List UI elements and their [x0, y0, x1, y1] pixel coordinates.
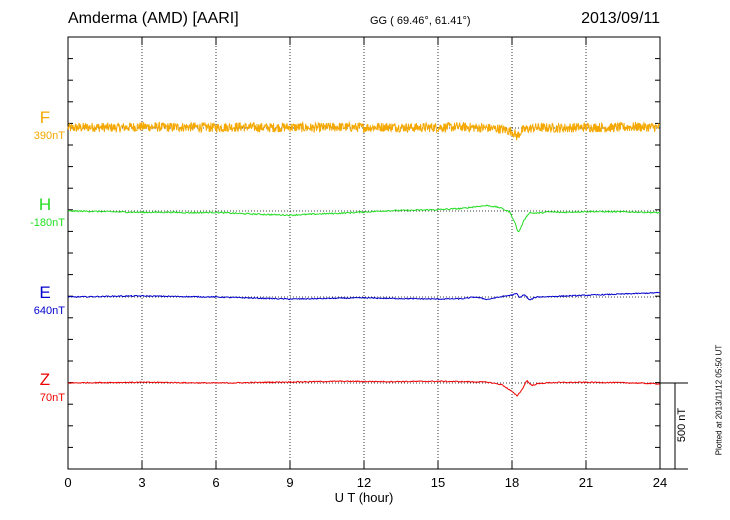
trace-E	[67, 291, 661, 301]
gridlines	[141, 37, 587, 469]
component-label-H: H	[38, 195, 52, 214]
plotted-note: Plotted at 2013/11/12 05:50 UT	[714, 344, 724, 456]
x-tick-label: 12	[356, 475, 372, 490]
x-tick-label: 3	[138, 475, 146, 490]
baseline-label-F: 390nT	[33, 130, 65, 142]
x-tick-label: 24	[652, 475, 668, 490]
baseline-label-H: -180nT	[30, 217, 65, 229]
baseline-label-E: 640nT	[33, 305, 65, 317]
station-title: Amderma (AMD) [AARI]	[68, 10, 239, 27]
x-tick-label: 0	[64, 475, 72, 490]
scale-bar-label: 500 nT	[676, 407, 688, 443]
date-label: 2013/09/11	[581, 10, 660, 27]
scale-bar	[660, 382, 688, 470]
baseline-label-Z: 70nT	[39, 392, 65, 404]
component-label-Z: Z	[39, 370, 51, 389]
x-tick-label: 15	[430, 475, 446, 490]
trace-Z	[67, 379, 661, 397]
x-axis-ticks	[67, 37, 661, 469]
trace-H	[67, 204, 661, 233]
trace-F	[67, 120, 661, 141]
x-tick-label: 9	[286, 475, 294, 490]
component-label-E: E	[39, 283, 51, 302]
x-tick-label: 21	[578, 475, 594, 490]
x-tick-label: 6	[212, 475, 220, 490]
component-label-F: F	[39, 108, 51, 127]
x-axis-label: U T (hour)	[334, 490, 394, 505]
traces	[67, 120, 661, 397]
x-tick-label: 18	[504, 475, 520, 490]
geographic-coordinates: GG ( 69.46°, 61.41°)	[370, 15, 471, 27]
